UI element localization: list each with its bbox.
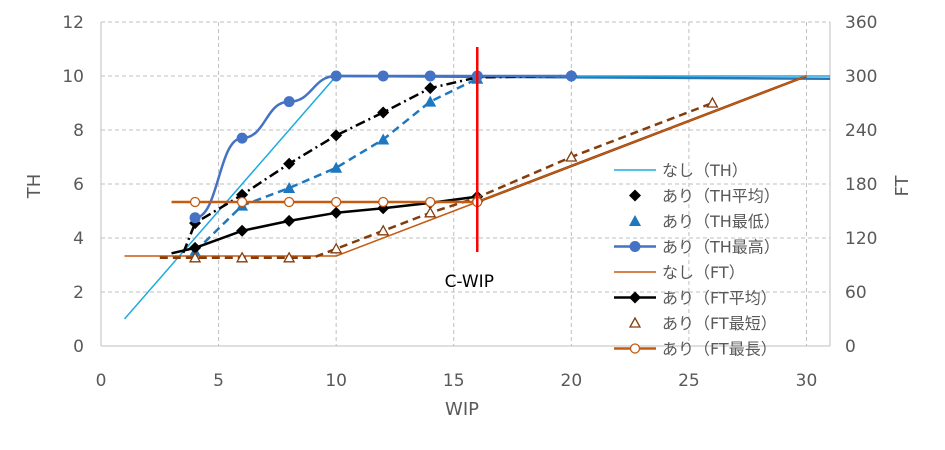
data-point (565, 70, 577, 82)
series-line (124, 75, 807, 257)
x-tick-label: 20 (561, 371, 583, 391)
legend-item-5: なし（FT） (614, 263, 745, 282)
x-tick-label: 30 (796, 371, 818, 391)
legend-label: なし（FT） (662, 263, 745, 282)
data-point (378, 196, 389, 208)
c-wip-label: C-WIP (445, 272, 494, 292)
data-point (189, 196, 201, 208)
data-point (283, 214, 296, 227)
series-5 (124, 75, 807, 257)
y2-tick-label: 60 (845, 283, 867, 303)
legend-swatch-marker (629, 241, 641, 252)
legend-label: あり（FT平均） (662, 289, 777, 308)
legend-label: あり（TH平均） (662, 187, 780, 206)
y-tick-label: 8 (73, 121, 84, 141)
data-point (330, 206, 343, 219)
legend-label: あり（TH最高） (662, 238, 780, 257)
data-point (188, 251, 202, 263)
legend-item-8: あり（FT最長） (614, 340, 777, 359)
legend: なし（TH） あり（TH平均） あり（TH最低） あり（TH最高） なし（FT） あり（F… (614, 161, 780, 359)
x-tick-label: 0 (96, 371, 107, 391)
legend-swatch-marker (629, 215, 641, 226)
x-tick-label: 25 (678, 371, 700, 391)
legend-swatch-marker (629, 343, 641, 354)
data-point (377, 133, 390, 145)
data-point (283, 196, 295, 208)
legend-item-2: あり（TH平均） (629, 187, 780, 206)
data-point (377, 106, 390, 119)
legend-label: あり（FT最短） (662, 314, 777, 333)
data-point (377, 224, 390, 236)
data-point (706, 96, 719, 108)
legend-item-6: あり（FT平均） (614, 289, 777, 308)
data-point (236, 224, 249, 237)
series-layer (123, 70, 831, 320)
series-line (159, 101, 713, 260)
y2-tick-label: 0 (845, 337, 856, 357)
y2-axis-ticks: 0 60 120 180 240 300 360 (845, 13, 877, 357)
y2-tick-label: 300 (845, 67, 877, 87)
data-point (189, 212, 201, 224)
series-line (194, 74, 572, 219)
data-point (424, 206, 437, 218)
legend-item-7: あり（FT最短） (628, 314, 777, 333)
y2-tick-label: 120 (845, 229, 877, 249)
series-line (171, 195, 478, 255)
y2-tick-label: 240 (845, 121, 877, 141)
data-point (236, 188, 249, 201)
legend-item-4: あり（TH最高） (614, 238, 780, 257)
series-7 (159, 96, 719, 263)
data-point (330, 70, 342, 82)
y-tick-label: 12 (62, 13, 84, 33)
data-point (283, 96, 295, 108)
y-tick-label: 10 (62, 67, 84, 87)
data-point (330, 161, 343, 173)
legend-swatch-marker (629, 291, 641, 304)
data-point (330, 129, 343, 142)
data-point (331, 196, 342, 208)
y-tick-label: 0 (73, 337, 84, 357)
y-tick-label: 4 (73, 229, 84, 249)
legend-swatch-marker (629, 189, 641, 202)
data-point (283, 157, 296, 170)
legend-item-1: なし（TH） (614, 161, 748, 180)
x-tick-label: 15 (443, 371, 465, 391)
y2-tick-label: 180 (845, 175, 877, 195)
y-tick-label: 6 (73, 175, 84, 195)
data-point (236, 196, 248, 208)
data-point (283, 251, 296, 263)
data-point (235, 251, 249, 263)
series-4 (189, 70, 577, 224)
series-8 (171, 196, 483, 208)
y2-tick-label: 360 (845, 13, 877, 33)
data-point (236, 132, 248, 144)
legend-label: なし（TH） (662, 161, 748, 180)
x-tick-label: 5 (213, 371, 224, 391)
x-axis-ticks: 0 5 10 15 20 25 30 (96, 371, 818, 391)
y-axis-title: TH (24, 174, 45, 200)
data-point (425, 196, 436, 208)
legend-label: あり（FT最長） (662, 340, 777, 359)
legend-item-3: あり（TH最低） (629, 212, 780, 231)
data-point (283, 182, 296, 194)
data-point (565, 150, 578, 162)
y-tick-label: 2 (73, 283, 84, 303)
y-axis-ticks: 0 2 4 6 8 10 12 (62, 13, 84, 357)
data-point (424, 70, 436, 82)
x-axis-title: WIP (445, 399, 479, 420)
data-point (424, 95, 437, 107)
data-point (377, 70, 389, 82)
series-line (182, 74, 572, 254)
data-point (424, 82, 437, 95)
y2-axis-title: FT (892, 174, 913, 196)
x-tick-label: 10 (325, 371, 347, 391)
data-point (330, 242, 343, 254)
legend-label: あり（TH最低） (662, 212, 780, 231)
data-point (189, 241, 202, 254)
legend-swatch-marker (628, 316, 642, 328)
